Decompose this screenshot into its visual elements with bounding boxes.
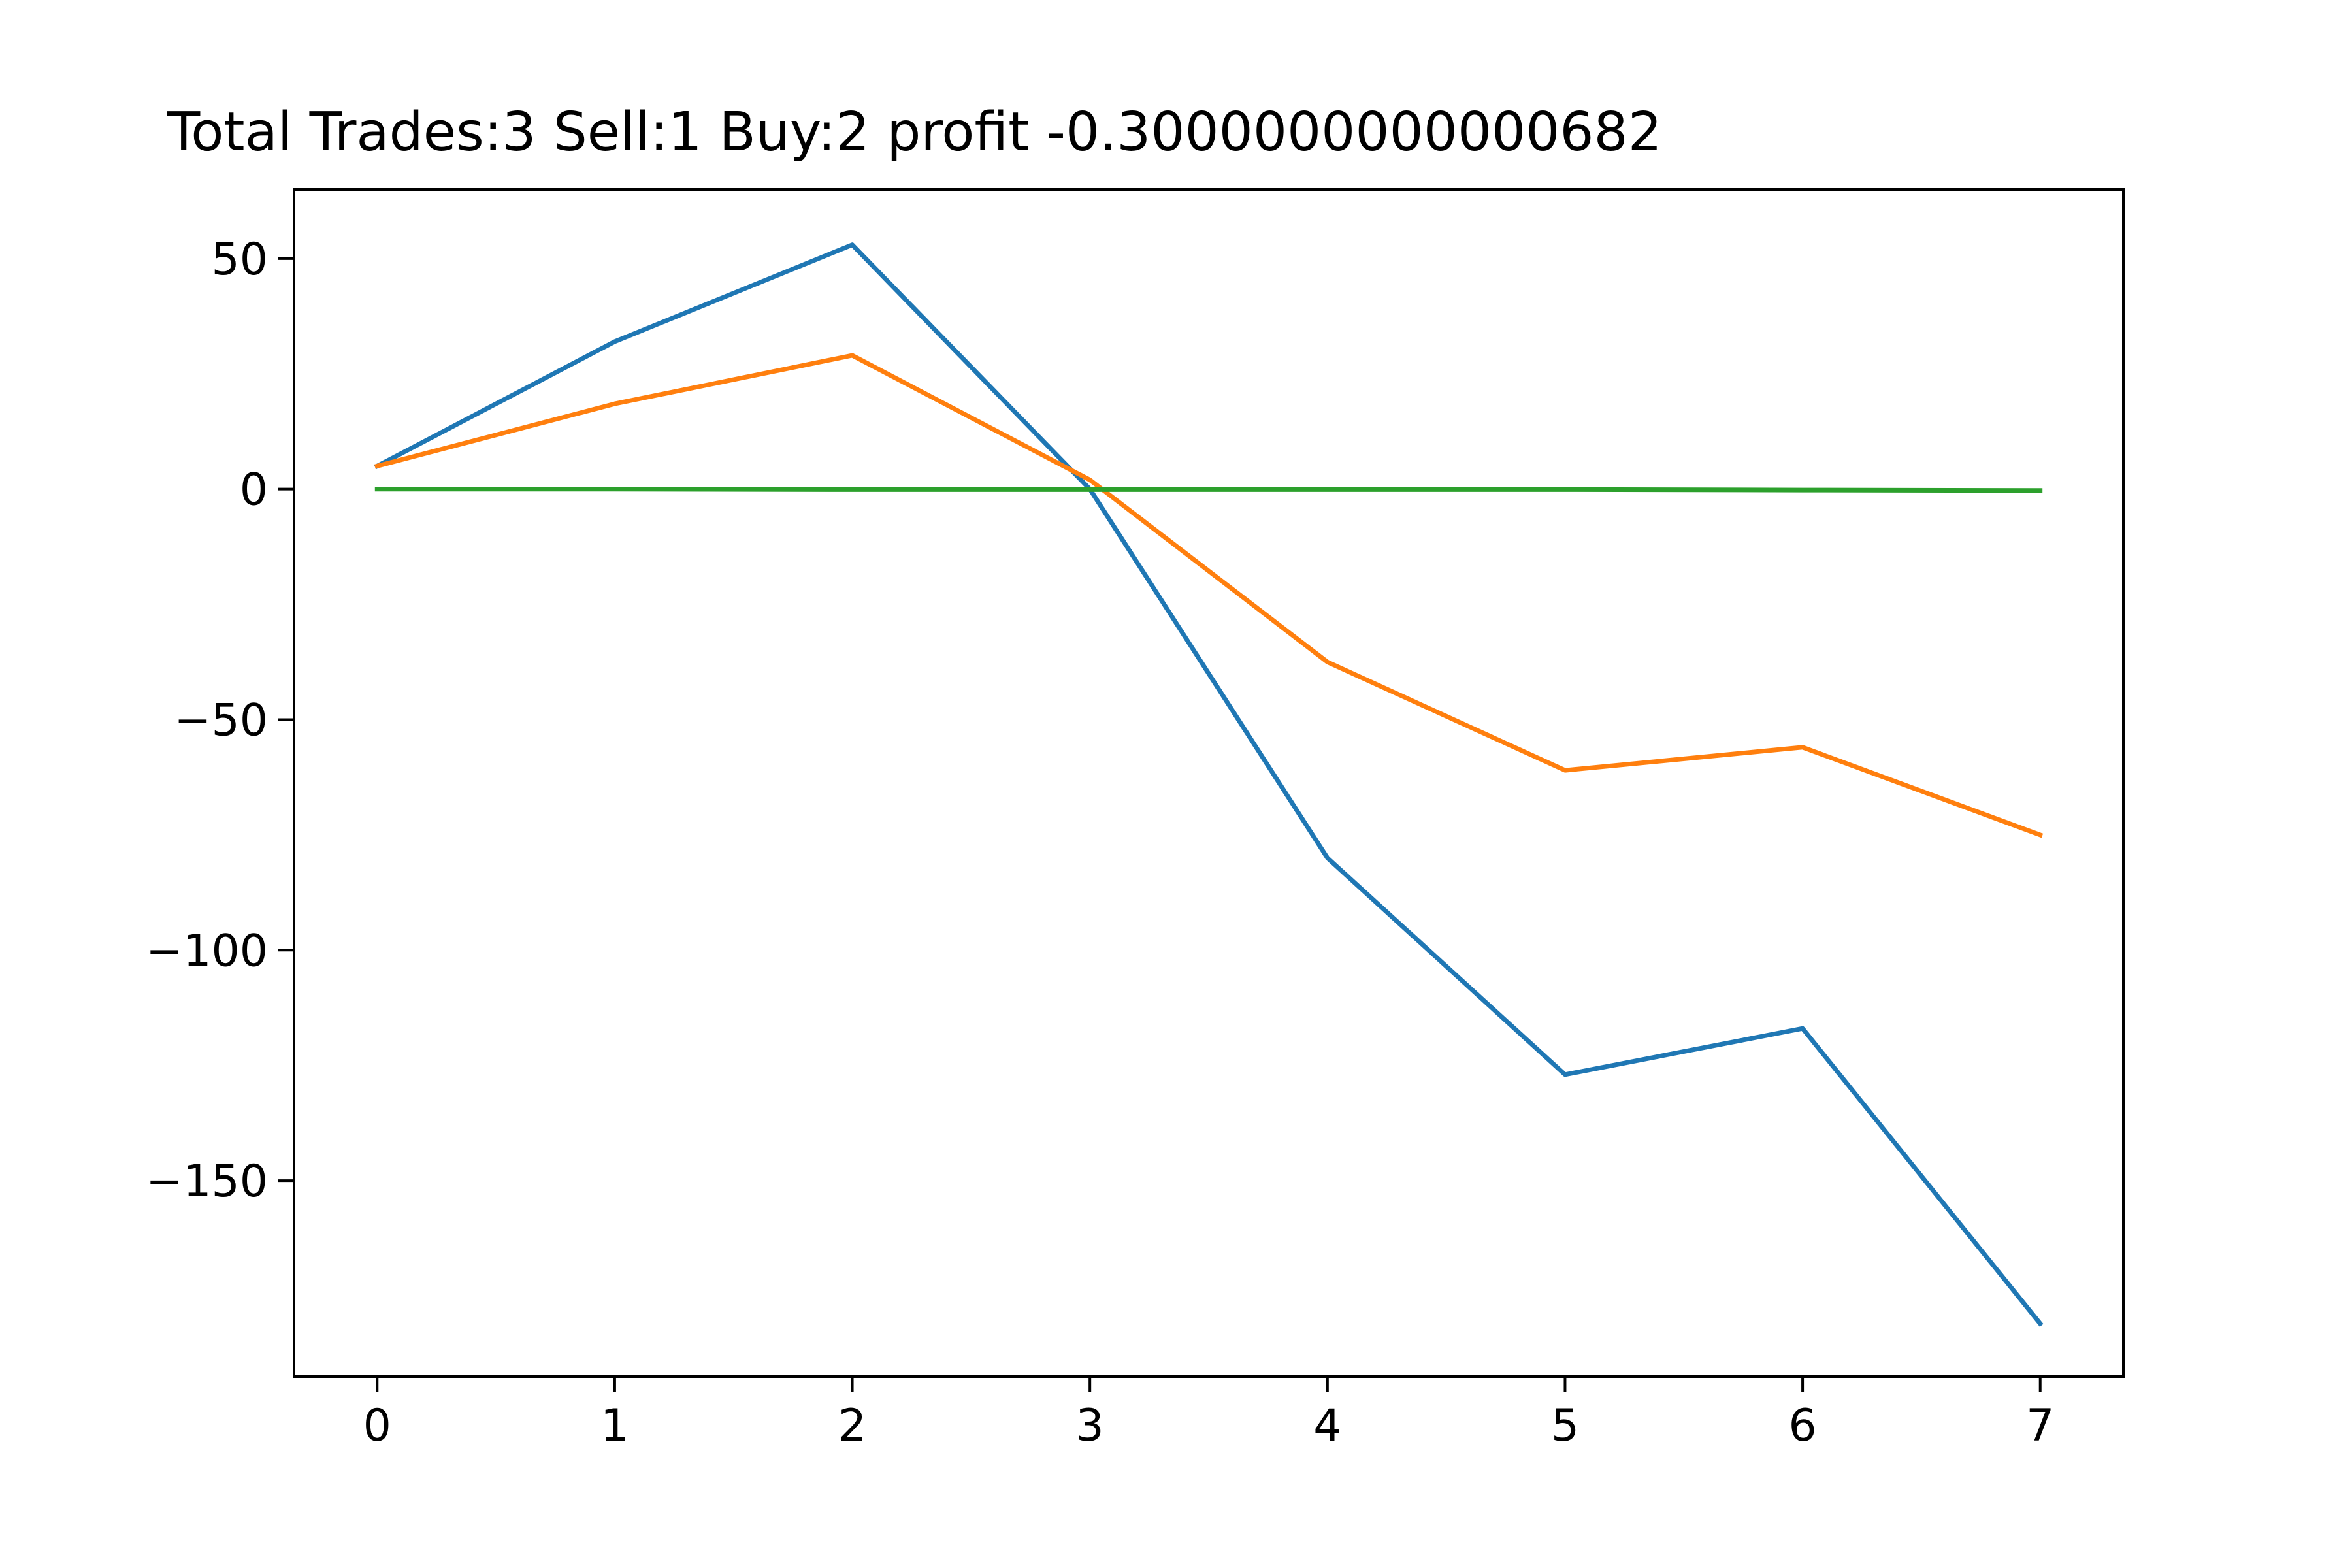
- x-tick-label: 2: [838, 1400, 866, 1452]
- series-line-3: [374, 487, 2043, 493]
- chart-title: Total Trades:3 Sell:1 Buy:2 profit -0.30…: [167, 101, 1662, 163]
- x-tick-label: 0: [363, 1400, 391, 1452]
- plot-frame: [293, 188, 2125, 1378]
- series-layer: [374, 242, 2044, 1327]
- x-tick-label: 1: [600, 1400, 629, 1452]
- series-line-1: [374, 242, 2044, 1327]
- x-tick-label: 3: [1076, 1400, 1104, 1452]
- x-tick-label: 7: [2026, 1400, 2054, 1452]
- series-line-2: [374, 353, 2044, 838]
- x-tick-label: 5: [1551, 1400, 1579, 1452]
- y-axis-ticks: 50 0 −50 −100 −150: [146, 234, 294, 1207]
- y-tick-label: −100: [146, 925, 268, 977]
- y-tick-label: 0: [240, 465, 268, 516]
- y-tick-label: 50: [211, 234, 268, 286]
- x-tick-label: 6: [1788, 1400, 1816, 1452]
- x-tick-label: 4: [1313, 1400, 1341, 1452]
- y-tick-label: −150: [146, 1156, 268, 1207]
- x-axis-ticks: 0 1 2 3 4 5 6 7: [363, 1377, 2054, 1452]
- y-tick-label: −50: [174, 694, 268, 746]
